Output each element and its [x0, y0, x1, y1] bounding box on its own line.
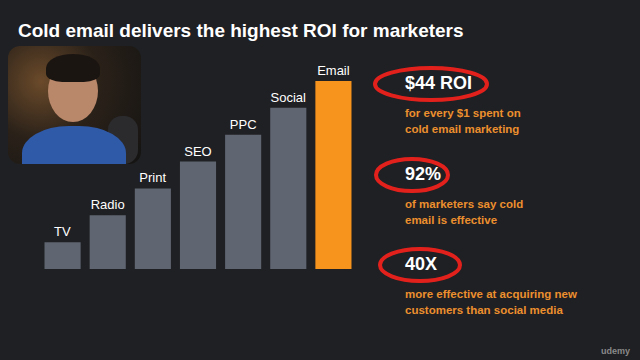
svg-text:Email: Email [317, 63, 350, 78]
html-text:40X: 40X [405, 254, 437, 274]
svg-text:Print: Print [139, 170, 166, 185]
html-text:for every $1 spent on: for every $1 spent on [405, 107, 521, 119]
html-text:udemy: udemy [601, 346, 630, 356]
svg-text:Social: Social [271, 90, 307, 105]
html-text:more effective at acquiring ne: more effective at acquiring new [405, 288, 577, 300]
html-text:email is effective: email is effective [405, 214, 498, 226]
html-text:of marketers say cold: of marketers say cold [405, 198, 524, 210]
svg-text:TV: TV [54, 224, 71, 239]
svg-text:Radio: Radio [91, 197, 125, 212]
html-text:92%: 92% [405, 164, 441, 184]
svg-text:PPC: PPC [230, 117, 257, 132]
html-text:customers than social media: customers than social media [405, 304, 563, 316]
html-text:cold email marketing: cold email marketing [405, 123, 520, 135]
svg-text:Cold email delivers the highes: Cold email delivers the highest ROI for … [18, 20, 464, 41]
svg-text:SEO: SEO [184, 144, 211, 159]
html-text:$44 ROI: $44 ROI [405, 73, 472, 93]
